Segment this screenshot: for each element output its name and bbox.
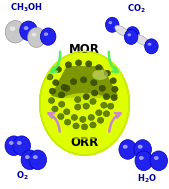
Text: $\mathbf{H_2O}$: $\mathbf{H_2O}$	[137, 173, 157, 185]
Ellipse shape	[83, 103, 89, 109]
Ellipse shape	[81, 124, 88, 130]
Ellipse shape	[64, 109, 70, 115]
Ellipse shape	[97, 117, 104, 123]
Ellipse shape	[90, 98, 96, 105]
Circle shape	[135, 151, 153, 170]
Ellipse shape	[103, 94, 110, 100]
Circle shape	[5, 21, 26, 43]
FancyArrowPatch shape	[109, 113, 120, 132]
FancyArrowPatch shape	[109, 52, 118, 72]
Ellipse shape	[46, 93, 123, 139]
Ellipse shape	[148, 43, 151, 46]
Ellipse shape	[58, 92, 65, 98]
Ellipse shape	[71, 115, 78, 120]
Ellipse shape	[55, 66, 62, 72]
FancyArrowPatch shape	[49, 113, 60, 132]
Circle shape	[40, 28, 56, 45]
Ellipse shape	[86, 61, 92, 67]
Ellipse shape	[61, 84, 67, 90]
Ellipse shape	[41, 98, 128, 104]
Ellipse shape	[73, 123, 79, 129]
Circle shape	[13, 136, 30, 156]
Ellipse shape	[80, 116, 86, 122]
Ellipse shape	[154, 156, 159, 160]
Circle shape	[126, 27, 139, 42]
Ellipse shape	[103, 111, 110, 117]
Ellipse shape	[96, 65, 102, 70]
Ellipse shape	[92, 70, 108, 80]
Ellipse shape	[58, 101, 65, 107]
Circle shape	[21, 150, 39, 170]
Ellipse shape	[139, 156, 144, 160]
Circle shape	[5, 136, 23, 156]
Circle shape	[28, 27, 45, 47]
Ellipse shape	[108, 21, 112, 24]
Circle shape	[105, 17, 119, 32]
Circle shape	[124, 29, 138, 44]
Text: MOR: MOR	[69, 43, 100, 56]
Ellipse shape	[75, 104, 81, 110]
Ellipse shape	[91, 90, 98, 96]
Ellipse shape	[129, 31, 132, 34]
Ellipse shape	[99, 85, 105, 91]
Ellipse shape	[17, 141, 22, 145]
Ellipse shape	[10, 26, 15, 31]
Ellipse shape	[48, 98, 55, 104]
Ellipse shape	[52, 106, 58, 112]
Ellipse shape	[9, 141, 14, 145]
Ellipse shape	[127, 33, 131, 36]
Ellipse shape	[32, 33, 37, 37]
Ellipse shape	[25, 155, 30, 159]
Ellipse shape	[88, 115, 94, 120]
Circle shape	[29, 150, 46, 170]
Text: $\mathbf{O_2}$: $\mathbf{O_2}$	[16, 169, 28, 182]
Ellipse shape	[83, 94, 89, 100]
Ellipse shape	[123, 145, 128, 149]
Ellipse shape	[91, 80, 97, 86]
Ellipse shape	[75, 97, 81, 103]
FancyArrowPatch shape	[51, 52, 60, 72]
Ellipse shape	[58, 114, 64, 119]
Ellipse shape	[47, 74, 53, 80]
Circle shape	[20, 21, 37, 41]
Ellipse shape	[96, 110, 102, 116]
Ellipse shape	[135, 35, 149, 46]
Ellipse shape	[80, 77, 87, 83]
Ellipse shape	[53, 80, 59, 86]
Ellipse shape	[64, 119, 71, 125]
Ellipse shape	[44, 32, 48, 36]
Polygon shape	[51, 66, 118, 106]
Ellipse shape	[64, 85, 70, 91]
Ellipse shape	[101, 102, 107, 108]
Ellipse shape	[104, 70, 111, 76]
Ellipse shape	[49, 88, 56, 94]
Ellipse shape	[33, 155, 38, 159]
Ellipse shape	[112, 86, 118, 92]
Circle shape	[150, 151, 167, 170]
Ellipse shape	[65, 62, 72, 68]
Ellipse shape	[75, 60, 82, 66]
Circle shape	[134, 140, 151, 159]
Ellipse shape	[115, 25, 129, 36]
Ellipse shape	[110, 78, 116, 84]
Ellipse shape	[107, 103, 114, 109]
Ellipse shape	[24, 26, 29, 30]
Ellipse shape	[40, 52, 129, 155]
Circle shape	[119, 140, 137, 159]
Ellipse shape	[138, 145, 143, 149]
Text: ORR: ORR	[70, 136, 99, 149]
Ellipse shape	[111, 95, 117, 101]
Circle shape	[145, 39, 158, 54]
Text: $\mathbf{CH_3OH}$: $\mathbf{CH_3OH}$	[10, 2, 43, 14]
Ellipse shape	[70, 79, 77, 85]
Ellipse shape	[90, 122, 96, 128]
Text: $\mathbf{CO_2}$: $\mathbf{CO_2}$	[127, 2, 146, 15]
